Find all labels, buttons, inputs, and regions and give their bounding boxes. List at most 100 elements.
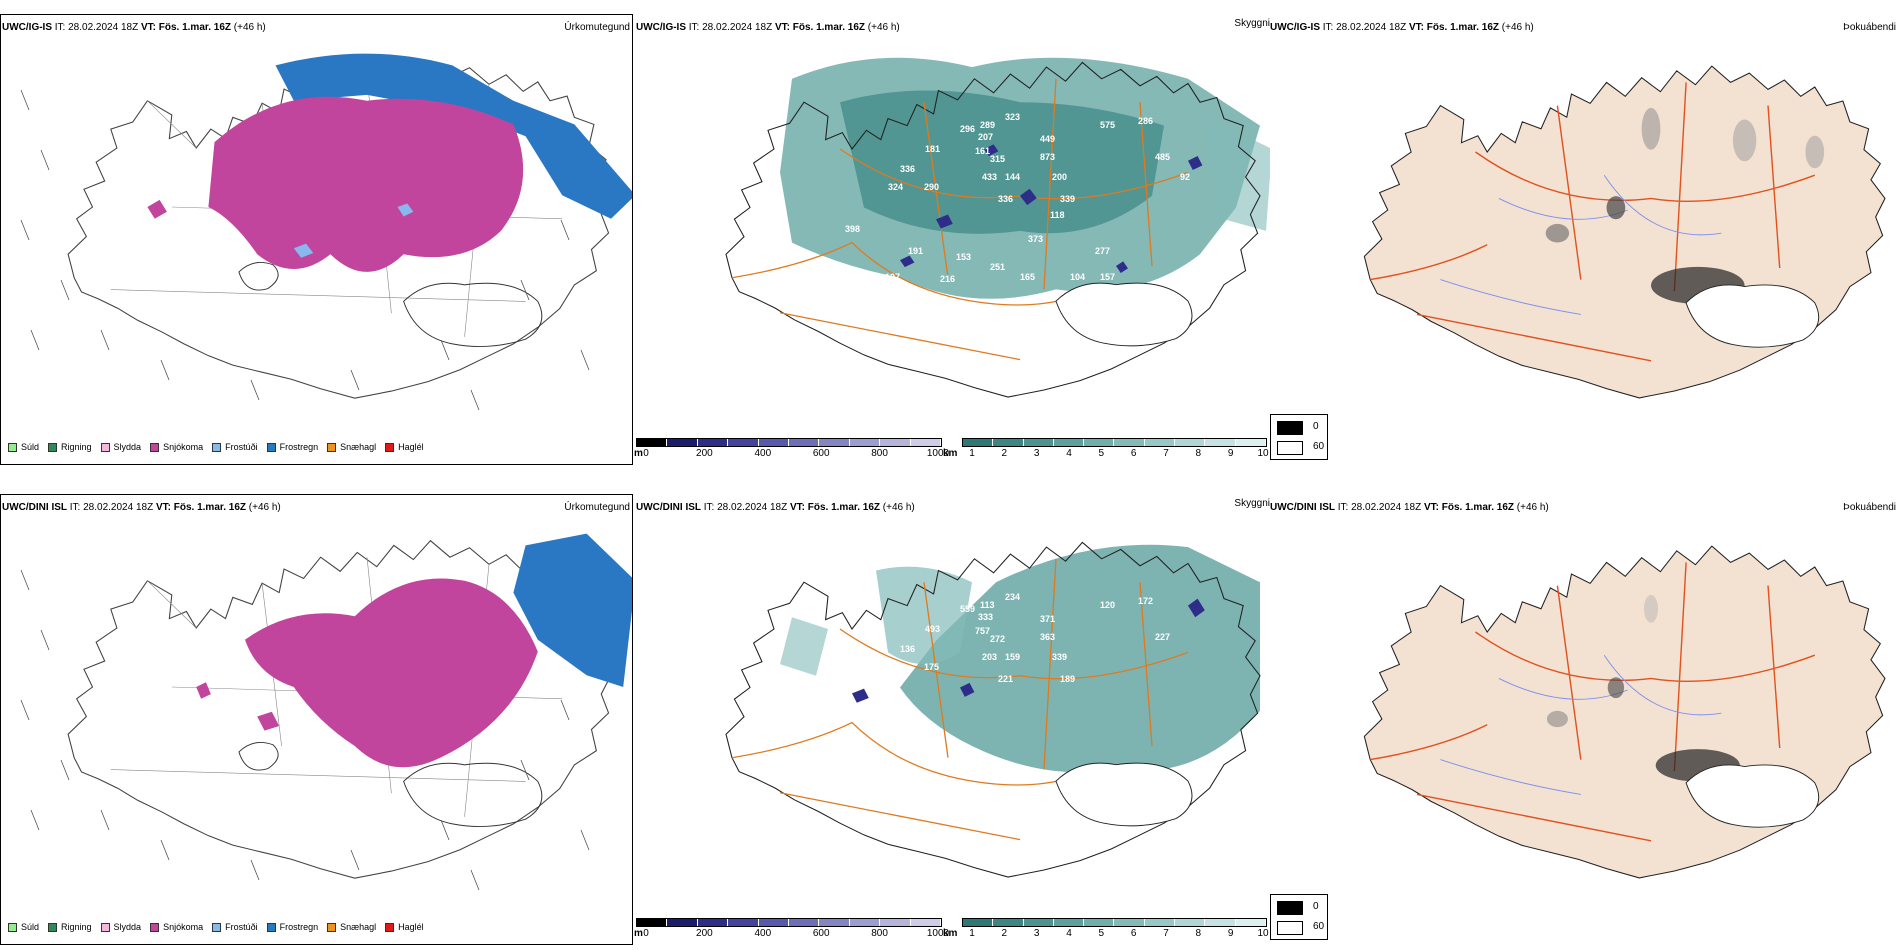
legend-item: Slydda xyxy=(100,922,142,932)
colorbar-segment xyxy=(1205,439,1236,446)
colorbar-segment xyxy=(728,439,759,446)
legend-label: Súld xyxy=(21,442,40,452)
ceiling-unit: m xyxy=(634,448,643,459)
cloud-base-value: 118 xyxy=(1050,210,1065,220)
cloud-base-value: 559 xyxy=(960,604,975,614)
legend-item: Frostregn xyxy=(266,442,318,452)
it-label: IT: xyxy=(54,22,66,33)
visibility-unit: km xyxy=(943,448,958,459)
it-label: IT: xyxy=(703,502,715,513)
cloud-base-value: 227 xyxy=(1155,632,1170,642)
cloud-base-value: 272 xyxy=(990,634,1005,644)
visibility-ticks: 1 2 3 4 5 6 7 8 9 10 xyxy=(962,448,1269,462)
vt-label: VT: xyxy=(140,22,156,33)
cloud-base-value: 120 xyxy=(1100,600,1115,610)
lead-time: (+46 h) xyxy=(867,22,900,33)
vt-label: VT: xyxy=(1408,22,1424,33)
precip-map-frame-row2 xyxy=(0,494,633,945)
precip-map-row2 xyxy=(20,533,632,891)
visibility-bar xyxy=(962,438,1267,447)
clouds-map-row1: 296 289 323 207 161 449 181 315 873 433 144 336 324 2… xyxy=(725,57,1270,398)
colorbar-segment xyxy=(819,919,850,926)
model-name: UWC/DINI ISL xyxy=(1270,502,1335,513)
cloud-base-value: 493 xyxy=(925,624,940,634)
colorbar-tick-label: 8 xyxy=(1195,928,1202,939)
header-row1-fog: UWC/IG-IS IT: 28.02.2024 18Z VT: Fös. 1.… xyxy=(1270,22,1534,34)
colorbar-tick-label: 800 xyxy=(871,448,888,459)
colorbar-segment xyxy=(789,919,820,926)
colorbar-tick-label: 4 xyxy=(1066,928,1072,939)
ceiling-ticks: 0 200 400 600 800 1000 xyxy=(636,928,949,942)
cloud-base-value: 449 xyxy=(1040,134,1055,144)
colorbar-segment xyxy=(1053,439,1085,446)
legend-swatch xyxy=(327,442,337,452)
legend-label: Frostúði xyxy=(225,442,258,452)
cloud-base-value: 757 xyxy=(975,626,990,636)
legend-item: Súld xyxy=(8,442,39,452)
header-row2-fog: UWC/DINI ISL IT: 28.02.2024 18Z VT: Fös.… xyxy=(1270,502,1549,514)
legend-item: Snæhagl xyxy=(327,922,376,932)
colorbar-segment xyxy=(637,919,668,926)
legend-item: Frostregn xyxy=(266,922,318,932)
colorbar-tick-label: 800 xyxy=(871,928,888,939)
colorbar-segment xyxy=(1205,919,1236,926)
legend-swatch xyxy=(212,922,222,932)
panel-title-clouds-row1: Skyggni xyxy=(1234,18,1270,29)
fog-legend-row1: 0 60 xyxy=(1270,414,1328,460)
cloud-base-value: 216 xyxy=(940,274,955,284)
cloud-base-value: 336 xyxy=(998,194,1013,204)
cloud-base-value: 323 xyxy=(1005,112,1020,122)
fog-label: 60 xyxy=(1313,441,1325,452)
colorbar-segment xyxy=(667,439,698,446)
ceiling-bar xyxy=(636,918,942,927)
cloud-base-value: 9 xyxy=(840,264,845,274)
colorbar-segment xyxy=(789,439,820,446)
colorbar-segment xyxy=(1084,919,1115,926)
colorbar-segment xyxy=(819,439,850,446)
legend-swatch xyxy=(8,922,17,932)
vt-value: Fös. 1.mar. 16Z xyxy=(1426,22,1500,33)
vt-value: Fös. 1.mar. 16Z xyxy=(807,502,881,513)
cloud-base-value: 157 xyxy=(1100,272,1115,282)
colorbar-tick-label: 6 xyxy=(1130,928,1137,939)
lead-time: (+46 h) xyxy=(882,502,915,513)
fog-legend-row2: 0 60 xyxy=(1270,894,1328,940)
colorbar-segment xyxy=(910,919,942,926)
colorbar-tick-label: 5 xyxy=(1098,928,1105,939)
colorbar-segment xyxy=(758,439,790,446)
colorbar-segment xyxy=(993,919,1024,926)
colorbar-segment xyxy=(1023,919,1054,926)
legend-label: Slydda xyxy=(113,922,142,932)
fog-swatch xyxy=(1277,901,1303,915)
visibility-colorbar-row2: 1 2 3 4 5 6 7 8 9 10 km xyxy=(943,918,1269,939)
colorbar-segment xyxy=(963,919,994,926)
cloud-base-value: 286 xyxy=(1138,116,1153,126)
legend-swatch xyxy=(150,442,160,452)
model-name: UWC/IG-IS xyxy=(2,22,52,33)
cloud-base-value: 373 xyxy=(1028,234,1043,244)
legend-label: Rigning xyxy=(61,442,92,452)
cloud-base-labels: 296 289 323 207 161 449 181 315 873 433 144 336 324 2… xyxy=(840,112,1190,284)
legend-item: Slydda xyxy=(100,442,142,452)
legend-item: Snjókoma xyxy=(150,922,203,932)
colorbar-tick-label: 0 xyxy=(643,928,649,939)
panel-title-precip-row1: Úrkomutegund xyxy=(564,22,630,33)
legend-label: Rigning xyxy=(61,922,92,932)
legend-swatch xyxy=(385,442,395,452)
legend-swatch xyxy=(48,442,58,452)
colorbar-tick-label: 1 xyxy=(969,448,975,459)
cloud-base-value: 189 xyxy=(1060,674,1075,684)
fog-map-row2 xyxy=(1363,545,1886,879)
legend-label: Slydda xyxy=(113,442,142,452)
cloud-base-value: 175 xyxy=(924,662,939,672)
fog-label: 0 xyxy=(1313,901,1319,912)
colorbar-tick-label: 400 xyxy=(754,928,772,939)
colorbar-tick-label: 10 xyxy=(1257,448,1269,459)
it-value: 28.02.2024 18Z xyxy=(83,502,154,513)
colorbar-segment xyxy=(910,439,942,446)
colorbar-segment xyxy=(637,439,668,446)
precip-legend-row1: Súld Rigning Slydda Snjókoma Frostúði Fr… xyxy=(8,440,433,454)
it-label: IT: xyxy=(1337,502,1349,513)
colorbar-segment xyxy=(963,439,994,446)
colorbar-segment xyxy=(849,439,881,446)
